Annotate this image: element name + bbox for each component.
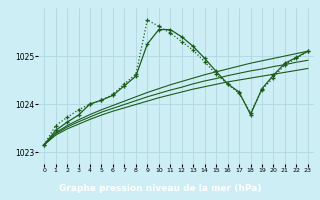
Text: Graphe pression niveau de la mer (hPa): Graphe pression niveau de la mer (hPa) — [59, 184, 261, 193]
